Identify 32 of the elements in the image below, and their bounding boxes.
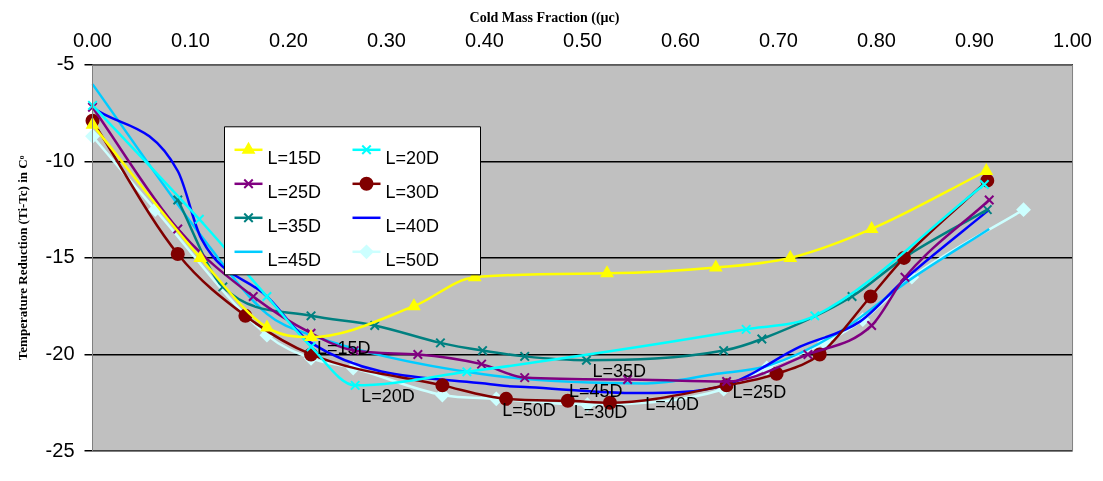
x-tick-label: 0.50 [563,29,602,52]
x-tick-label: 0.10 [171,29,210,52]
annotation: L=25D [732,382,787,403]
annotation: L=35D [592,361,646,382]
chart-title: Cold Mass Fraction ((μc) [469,10,620,27]
annotation: L=40D [645,394,699,415]
y-tick-label: -25 [45,438,75,461]
y-tick-label: -15 [45,245,75,268]
x-tick-label: 0.20 [269,29,308,52]
x-tick-label: 0.00 [73,29,112,52]
legend-label: L=40D [385,215,440,236]
legend-label: L=15D [267,147,322,168]
y-axis-title: Temperature Reduction (Ti-Tc) in Cᵒ [15,155,31,361]
annotation: L=50D [502,399,556,420]
x-tick-label: 1.00 [1053,29,1093,52]
annotation: L=20D [361,386,415,407]
x-tick-label: 0.70 [759,29,798,52]
y-tick-label: -20 [45,341,75,364]
legend-label: L=35D [267,215,322,236]
x-tick-label: 0.60 [661,29,700,52]
annotation: L=30D [573,401,628,422]
x-tick-label: 0.80 [857,29,896,52]
legend-label: L=45D [267,249,322,270]
legend-label: L=25D [267,181,322,202]
y-tick-label: -5 [56,52,75,75]
x-tick-label: 0.30 [367,29,406,52]
y-tick-label: -10 [45,148,75,171]
x-tick-label: 0.90 [955,29,994,52]
legend-label: L=20D [385,147,440,168]
legend-label: L=30D [385,181,440,202]
x-tick-label: 0.40 [465,29,504,52]
legend-label: L=50D [385,249,440,270]
